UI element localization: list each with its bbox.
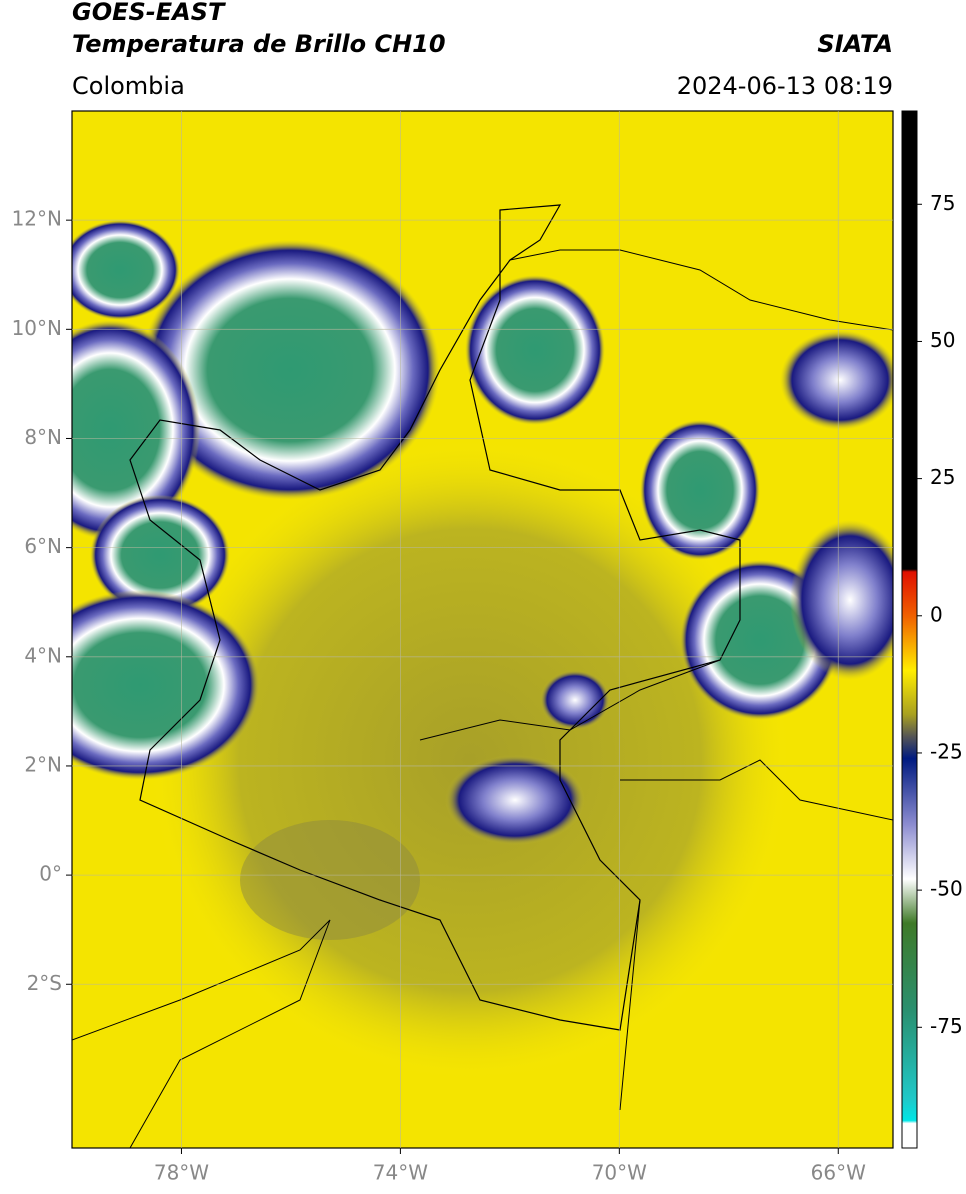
datetime-label: 2024-06-13 08:19 xyxy=(677,72,893,100)
x-tick-label: 66°W xyxy=(811,1161,866,1185)
y-tick-label: 0° xyxy=(39,862,62,886)
x-tick-label: 74°W xyxy=(373,1161,428,1185)
y-tick-label: 8°N xyxy=(24,425,62,449)
colorbar-tick-label: -25 xyxy=(930,739,963,763)
colorbar-tick-label: -75 xyxy=(930,1014,963,1038)
map-frame xyxy=(71,110,894,1149)
y-tick-label: 2°S xyxy=(27,971,62,995)
y-tick-label: 2°N xyxy=(24,752,62,776)
y-tick-label: 6°N xyxy=(24,534,62,558)
y-tick-label: 12°N xyxy=(12,207,62,231)
region-label: Colombia xyxy=(72,72,185,100)
satellite-image xyxy=(72,111,893,1148)
source-label: SIATA xyxy=(817,30,893,58)
y-tick-label: 4°N xyxy=(24,643,62,667)
y-tick-label: 10°N xyxy=(12,316,62,340)
colorbar-tick-label: 25 xyxy=(930,465,955,489)
colorbar xyxy=(901,110,918,1149)
colorbar-tick-label: 75 xyxy=(930,191,955,215)
product-title: Temperatura de Brillo CH10 xyxy=(72,30,446,58)
satellite-title: GOES-EAST xyxy=(72,0,226,26)
x-tick-label: 70°W xyxy=(592,1161,647,1185)
colorbar-tick-label: 0 xyxy=(930,602,943,626)
colorbar-tick-label: 50 xyxy=(930,328,955,352)
x-tick-label: 78°W xyxy=(154,1161,209,1185)
colorbar-tick-label: -50 xyxy=(930,877,963,901)
